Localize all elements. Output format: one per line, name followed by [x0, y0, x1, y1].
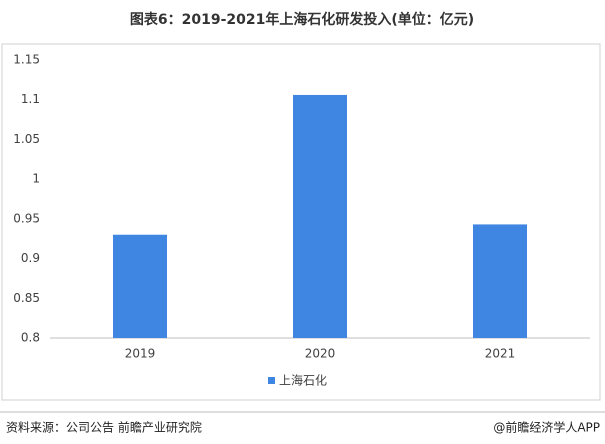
bar	[113, 234, 167, 338]
bar	[473, 224, 527, 338]
y-tick-label: 0.9	[21, 251, 40, 265]
source: 资料来源：公司公告 前瞻产业研究院	[6, 420, 202, 435]
y-tick-label: 0.95	[13, 211, 40, 225]
y-tick-label: 1	[32, 172, 40, 186]
legend-label: 上海石化	[279, 373, 327, 388]
x-tick-label: 2019	[125, 347, 156, 361]
x-tick-label: 2020	[305, 347, 336, 361]
y-tick-label: 0.85	[13, 291, 40, 305]
y-tick-label: 1.05	[13, 132, 40, 146]
plot-frame	[1, 43, 601, 401]
y-tick-label: 1.15	[13, 53, 40, 67]
y-tick-label: 0.8	[21, 331, 40, 345]
bar	[293, 94, 347, 338]
chart-title: 图表6：2019-2021年上海石化研发投入(单位：亿元)	[130, 11, 474, 28]
credit: @前瞻经济学人APP	[493, 420, 600, 435]
x-tick-label: 2021	[485, 347, 516, 361]
legend-swatch	[268, 377, 275, 384]
y-tick-label: 1.1	[21, 92, 40, 106]
